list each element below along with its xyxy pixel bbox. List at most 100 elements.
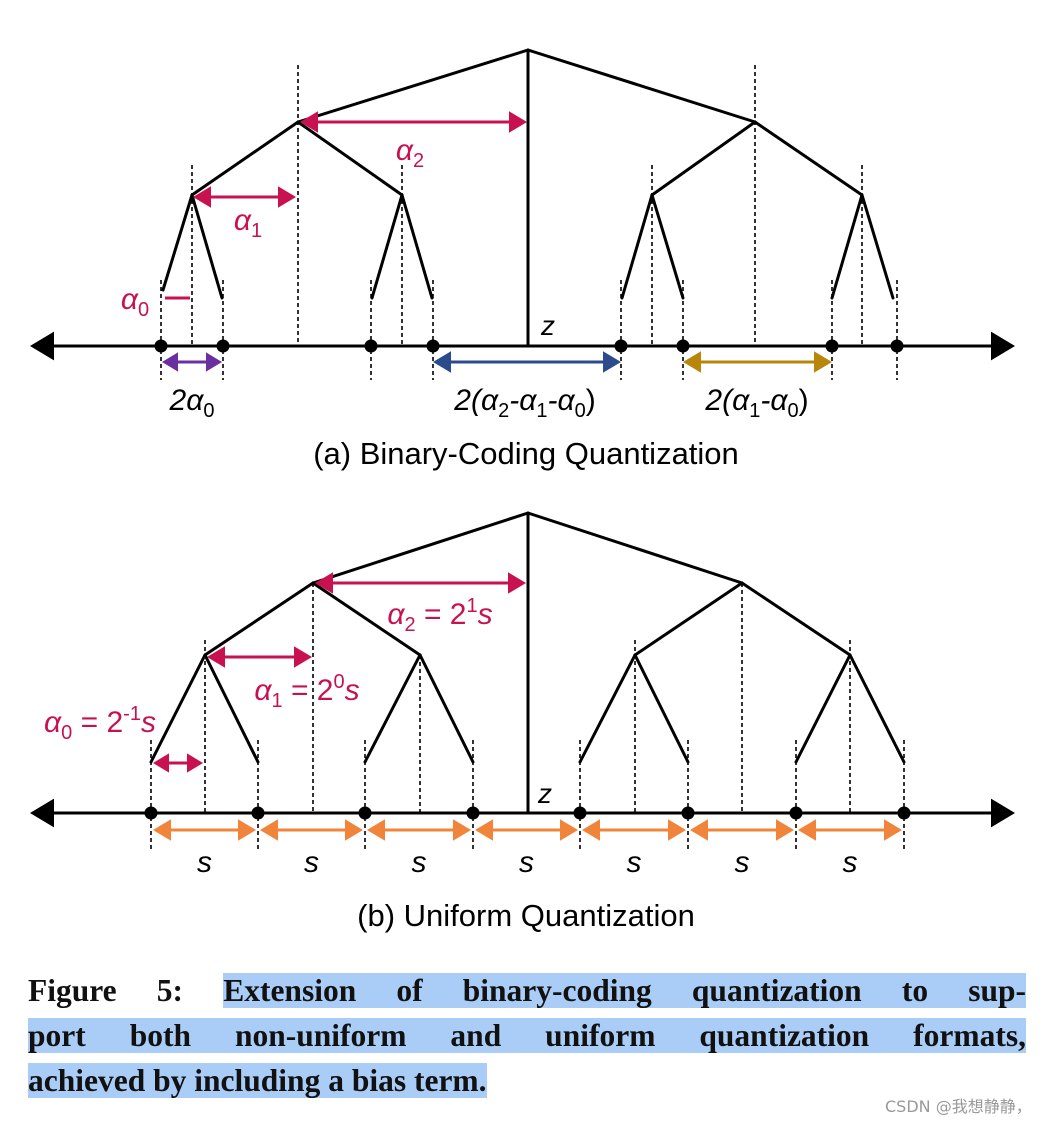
arrow-head [153,753,169,773]
label: α0 = 2-1s [44,703,156,744]
label-part: α [396,134,414,167]
label-part: ) [799,384,809,417]
arrow-head [884,819,902,841]
arrow-head [814,351,832,373]
text: s [627,846,642,879]
arrow-head [509,111,527,133]
label-part: α [234,204,252,237]
label-part: 1 [251,220,262,242]
line [190,120,300,197]
label-part: α [121,283,139,316]
label-part: 0 [575,400,586,422]
arrow-head [798,819,816,841]
text: s [843,846,858,879]
line [633,653,690,764]
arrow-head [668,819,686,841]
label-part: s [345,674,360,707]
label: α1 [234,204,262,242]
label-part: -α [760,384,788,417]
line [296,48,530,124]
line [526,511,744,585]
caption-line: port both non-uniform and uniform quanti… [28,1013,1026,1058]
point [825,339,839,353]
point [614,339,628,353]
arrow-head [315,572,333,594]
arrow-head [475,819,493,841]
label-part: 1 [536,400,547,422]
arrow-head [582,819,600,841]
label-part: 2(α [704,384,750,417]
text: s [412,846,427,879]
label: α2 [396,134,424,172]
arrow-head [991,331,1015,361]
arrow-head [187,753,203,773]
line [311,581,422,657]
line [848,653,906,764]
arrow-head [683,351,701,373]
arrow-head [193,186,211,208]
arrow-head [30,331,54,361]
line [650,120,757,197]
label-part: 0 [203,400,214,422]
label-part: 1 [271,690,282,712]
label-part: 0 [61,722,72,744]
text: (b) Uniform Quantization [357,898,695,933]
line [363,653,422,764]
label-part: 2 [413,150,424,172]
text: s [197,846,212,879]
figure-caption: Figure 5: Extension of binary-coding qua… [28,968,1026,1103]
line [149,653,207,764]
label-part: 2 [498,400,509,422]
point [890,339,904,353]
line [860,193,895,300]
arrow-head [433,351,451,373]
label: 2(α1-α0) [704,384,808,422]
arrow-head [367,819,385,841]
label: α2 = 21s [387,595,492,636]
point [466,806,480,820]
line [311,511,530,585]
label-part: 1 [749,400,760,422]
point [789,806,803,820]
point [154,339,168,353]
point [681,806,695,820]
arrow-head [153,819,171,841]
point [144,806,158,820]
line [370,193,404,300]
arrow-head [300,111,318,133]
line [830,193,864,300]
line [161,193,194,292]
arrow-head [206,352,222,372]
line [753,120,864,197]
label-part: ) [586,384,596,417]
label-part: = 2 [283,674,334,707]
label-part: 0 [787,400,798,422]
point [358,806,372,820]
arrow-head [453,819,471,841]
line [400,193,434,300]
caption-text: achieved by including a bias term. [28,1063,487,1098]
label-part: 0 [138,299,149,321]
label-part: 2 [404,614,415,636]
label-part: s [141,706,156,739]
caption-line: Figure 5: Extension of binary-coding qua… [28,968,1026,1013]
arrow-head [30,798,54,828]
arrow-head [690,819,708,841]
line [296,120,404,197]
line [650,193,685,300]
label-part: 1 [466,595,477,617]
caption-label: Figure 5: [28,973,184,1008]
label-part: -1 [123,703,141,725]
label-part: s [478,598,493,631]
watermark: CSDN @我想静静， [885,1097,1032,1116]
line [740,581,852,657]
label-part: α [387,598,405,631]
text: z [537,778,552,809]
label: α1 = 20s [254,671,359,712]
line [203,581,315,657]
arrow-head [776,819,794,841]
arrow-head [603,351,621,373]
text: z [540,310,555,341]
